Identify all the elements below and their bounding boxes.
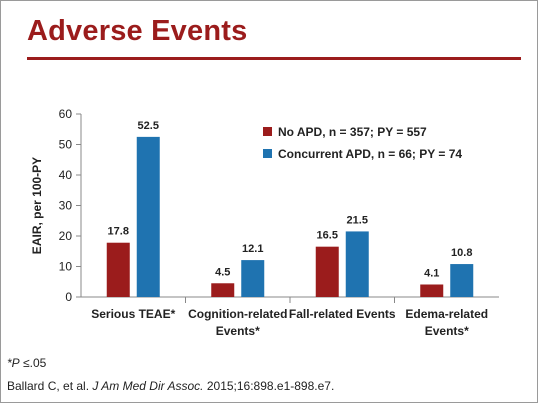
footnote: *P ≤.05 — [7, 356, 46, 370]
bar-no-apd — [211, 283, 235, 297]
data-label: 52.5 — [138, 120, 159, 132]
bar-concurrent-apd — [345, 231, 369, 297]
footnote-threshold: ≤.05 — [19, 356, 47, 370]
x-category-label: Fall-related Events — [289, 307, 396, 321]
citation: Ballard C, et al. J Am Med Dir Assoc. 20… — [7, 379, 334, 393]
bar-no-apd — [106, 242, 130, 297]
citation-details: 2015;16:898.e1-898.e7. — [203, 379, 335, 393]
y-tick-label: 0 — [65, 290, 72, 304]
bar-no-apd — [420, 284, 444, 297]
x-category-label: Serious TEAE* — [91, 307, 175, 321]
data-label: 12.1 — [242, 243, 263, 255]
legend-entry: No APD, n = 357; PY = 557 — [278, 125, 427, 139]
y-tick-label: 10 — [59, 260, 73, 274]
footnote-asterisk: * — [7, 356, 12, 370]
y-tick-label: 50 — [59, 138, 73, 152]
bar-no-apd — [315, 246, 339, 297]
y-tick-label: 30 — [59, 199, 73, 213]
data-label: 10.8 — [451, 247, 472, 259]
legend-entry: Concurrent APD, n = 66; PY = 74 — [278, 147, 462, 161]
legend-swatch — [263, 149, 272, 158]
bar-concurrent-apd — [136, 136, 160, 297]
data-label: 21.5 — [347, 214, 368, 226]
y-tick-label: 60 — [59, 107, 73, 121]
slide-title: Adverse Events — [27, 15, 248, 47]
y-tick-label: 40 — [59, 168, 73, 182]
title-underline — [27, 57, 521, 60]
x-category-label: Events* — [216, 324, 260, 338]
x-category-label: Events* — [425, 324, 469, 338]
bar-concurrent-apd — [450, 264, 474, 297]
bar-concurrent-apd — [241, 260, 265, 297]
y-axis-label: EAIR, per 100-PY — [30, 157, 44, 254]
citation-authors: Ballard C, et al. — [7, 379, 93, 393]
data-label: 4.1 — [424, 267, 439, 279]
x-category-label: Edema-related — [405, 307, 488, 321]
data-label: 17.8 — [108, 226, 129, 238]
data-label: 4.5 — [215, 266, 230, 278]
data-label: 16.5 — [317, 230, 338, 242]
footnote-p: P — [11, 356, 20, 370]
y-tick-label: 20 — [59, 229, 73, 243]
bar-chart: 0 10 20 30 40 50 60 EAIR, per 100-PY 17.8 52.5 Ser… — [30, 107, 499, 338]
citation-journal: J Am Med Dir Assoc. — [92, 379, 204, 393]
legend-swatch — [263, 127, 272, 136]
x-category-label: Cognition-related — [188, 307, 287, 321]
